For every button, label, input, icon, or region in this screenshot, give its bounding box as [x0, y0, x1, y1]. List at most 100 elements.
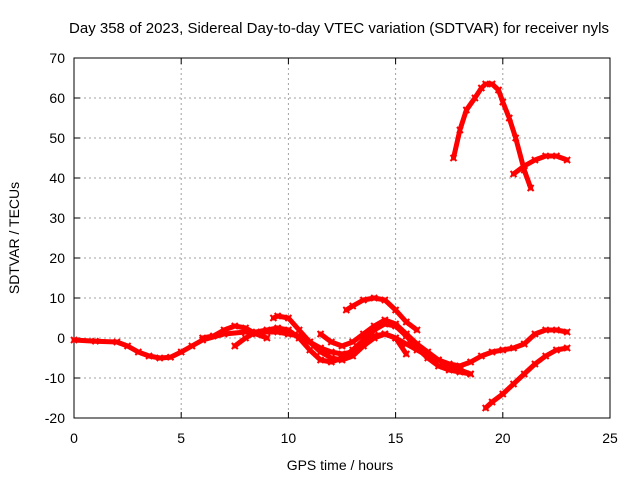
- y-tick-label: 20: [49, 250, 65, 266]
- data-point: [145, 352, 153, 360]
- x-tick-label: 10: [281, 430, 297, 446]
- data-point: [252, 328, 260, 336]
- data-point: [552, 152, 561, 160]
- data-point: [505, 114, 513, 122]
- data-point: [509, 170, 518, 178]
- data-point: [552, 326, 561, 334]
- data-point: [370, 322, 378, 330]
- data-point: [531, 360, 539, 368]
- data-point: [306, 346, 314, 354]
- x-axis-label: GPS time / hours: [287, 457, 394, 473]
- data-point: [499, 390, 507, 398]
- x-tick-label: 15: [388, 430, 404, 446]
- data-point: [306, 338, 314, 346]
- data-point: [349, 338, 357, 346]
- data-point: [563, 344, 571, 352]
- data-point: [391, 306, 400, 314]
- data-point: [434, 356, 443, 364]
- axis-ticks: -20 -10 0 10 20 30 40 50 60 70 0 5 10 15 20 25: [45, 50, 618, 446]
- data-point: [520, 370, 528, 378]
- x-tick-label: 25: [602, 430, 618, 446]
- data-point: [349, 302, 357, 310]
- data-point: [488, 398, 496, 406]
- data-point: [188, 342, 196, 350]
- data-point: [526, 184, 535, 192]
- data-point: [327, 354, 335, 362]
- y-tick-label: 70: [49, 50, 65, 66]
- data-point: [456, 126, 464, 134]
- data-point: [263, 334, 271, 342]
- data-point: [413, 326, 421, 334]
- data-point: [499, 98, 507, 106]
- data-point: [134, 348, 143, 356]
- data-point: [456, 366, 464, 374]
- data-point: [445, 362, 453, 370]
- data-point: [284, 314, 293, 322]
- data-point: [349, 352, 357, 360]
- data-point: [541, 152, 550, 160]
- data-point: [220, 326, 228, 334]
- data-point: [391, 320, 400, 328]
- data-point: [494, 86, 503, 94]
- data-point: [70, 336, 78, 344]
- y-tick-label: 30: [49, 210, 65, 226]
- data-point: [531, 156, 539, 164]
- data-point: [391, 334, 400, 342]
- data-point: [123, 342, 132, 350]
- data-point: [449, 154, 458, 162]
- data-point: [198, 334, 207, 342]
- data-point: [327, 338, 335, 346]
- data-point: [359, 342, 368, 350]
- data-point: [402, 330, 411, 338]
- data-point: [509, 344, 518, 352]
- y-tick-label: 60: [49, 90, 65, 106]
- data-point: [381, 296, 389, 304]
- data-point: [381, 316, 389, 324]
- data-point: [477, 352, 486, 360]
- x-tick-label: 20: [495, 430, 511, 446]
- chart-title: Day 358 of 2023, Sidereal Day-to-day VTE…: [69, 20, 609, 37]
- y-tick-label: 10: [49, 290, 65, 306]
- data-point: [563, 328, 571, 336]
- data-point: [481, 80, 490, 88]
- data-point: [511, 134, 520, 142]
- data-point: [156, 354, 164, 362]
- data-point: [520, 162, 528, 170]
- x-tick-label: 0: [70, 430, 78, 446]
- data-point: [488, 348, 496, 356]
- data-point: [466, 370, 475, 378]
- series-group: [70, 80, 571, 412]
- y-tick-label: 40: [49, 170, 65, 186]
- data-point: [166, 353, 175, 361]
- data-point: [338, 342, 346, 350]
- data-point: [402, 350, 411, 358]
- plot-frame: [73, 57, 611, 419]
- data-point: [471, 94, 479, 102]
- data-point: [509, 380, 518, 388]
- data-point: [359, 330, 368, 338]
- data-point: [488, 80, 496, 88]
- y-axis-label: SDTVAR / TECUs: [6, 182, 22, 294]
- data-point: [273, 324, 282, 332]
- x-tick-label: 5: [177, 430, 185, 446]
- data-point: [552, 346, 561, 354]
- y-tick-label: -10: [45, 370, 65, 386]
- data-point: [520, 340, 528, 348]
- data-point: [370, 294, 378, 302]
- data-point: [541, 352, 550, 360]
- data-point: [462, 106, 471, 114]
- data-point: [563, 156, 571, 164]
- data-point: [541, 326, 550, 334]
- data-point: [209, 332, 218, 340]
- data-point: [316, 356, 325, 364]
- data-point: [316, 330, 325, 338]
- data-point: [316, 348, 325, 356]
- data-point: [241, 324, 250, 332]
- grid-lines: [74, 58, 610, 418]
- data-point: [113, 338, 121, 346]
- data-point: [273, 312, 282, 320]
- data-point: [359, 296, 368, 304]
- data-point: [424, 348, 432, 356]
- data-point: [269, 314, 278, 322]
